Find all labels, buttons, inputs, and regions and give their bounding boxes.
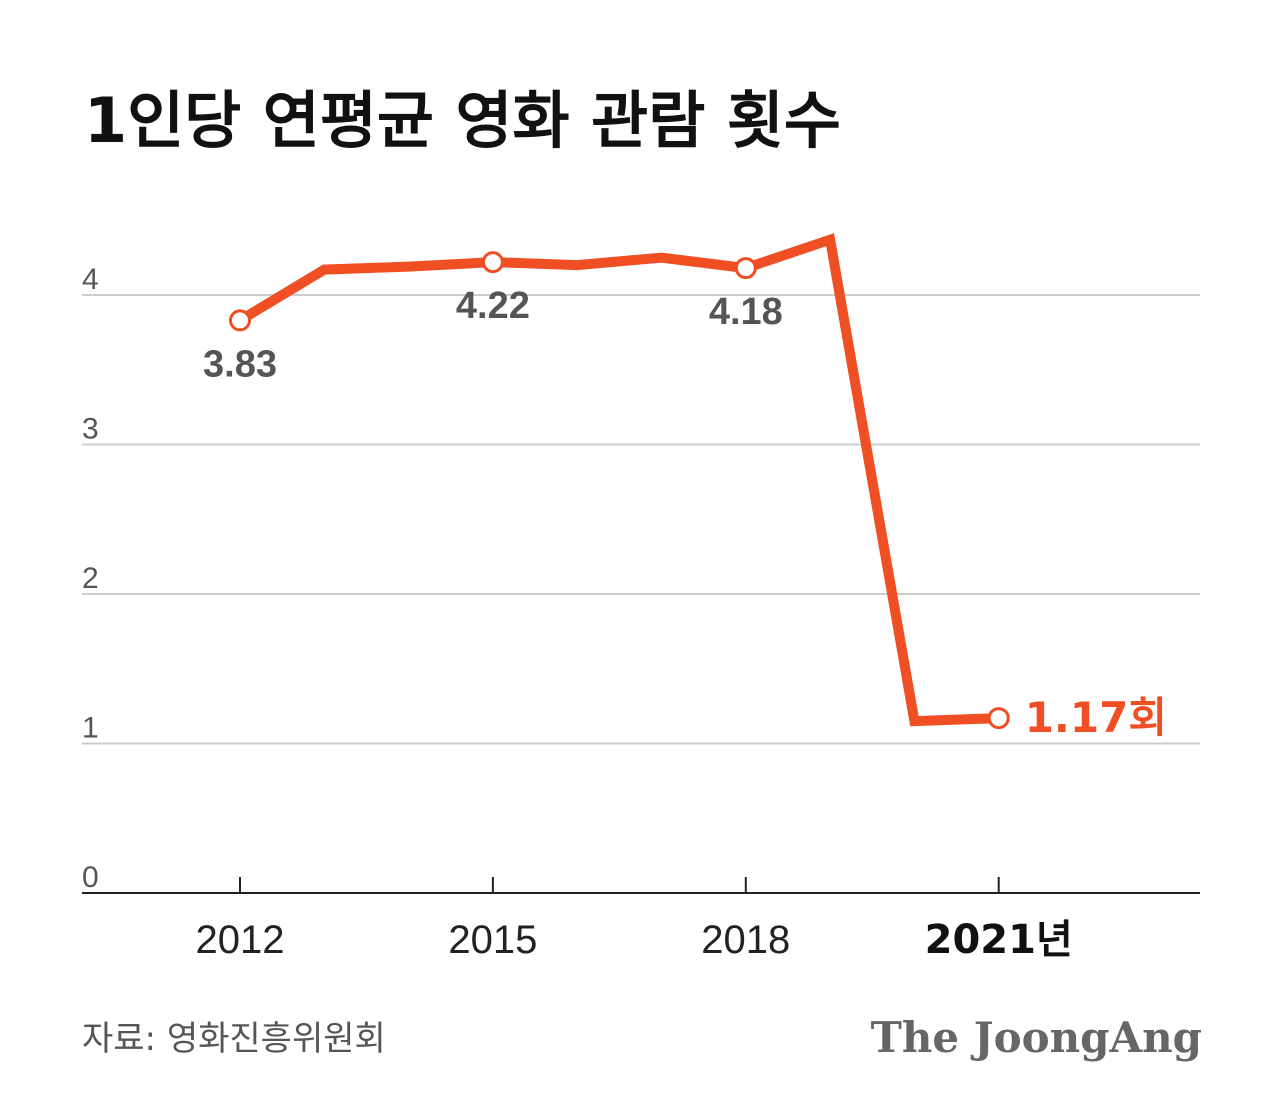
y-tick-label-3: 3 [82,413,99,446]
y-tick-label-0: 0 [82,861,99,894]
chart-title: 1인당 연평균 영화 관람 횟수 [84,84,841,157]
data-label-2018: 4.18 [709,291,783,333]
x-tick-label-2012: 2012 [196,918,285,962]
y-tick-label-4: 4 [82,263,99,296]
series-line [237,233,999,727]
x-tick-label-2018: 2018 [701,918,790,962]
data-labels: 3.83 4.22 4.18 1.17회 [203,285,1167,742]
brand-logo: The JoongAng [871,1013,1202,1062]
grid: 0 1 2 3 4 [82,263,1200,894]
data-point-2018 [734,257,757,280]
data-point-2012 [229,309,251,332]
data-label-2012: 3.83 [203,343,277,385]
data-point-2015 [481,251,504,274]
x-axis: 2012 2015 2018 2021년 [82,877,1200,963]
series [229,233,1010,730]
y-tick-label-2: 2 [82,562,99,595]
x-tick-label-2015: 2015 [448,918,537,962]
x-tick-label-2021: 2021년 [925,917,1073,963]
data-point-2021 [987,707,1010,730]
source-label: 자료: 영화진흥위원회 [82,1019,386,1059]
data-label-2021: 1.17회 [1025,693,1167,742]
data-label-2015: 4.22 [456,285,530,327]
y-tick-label-1: 1 [82,712,99,745]
